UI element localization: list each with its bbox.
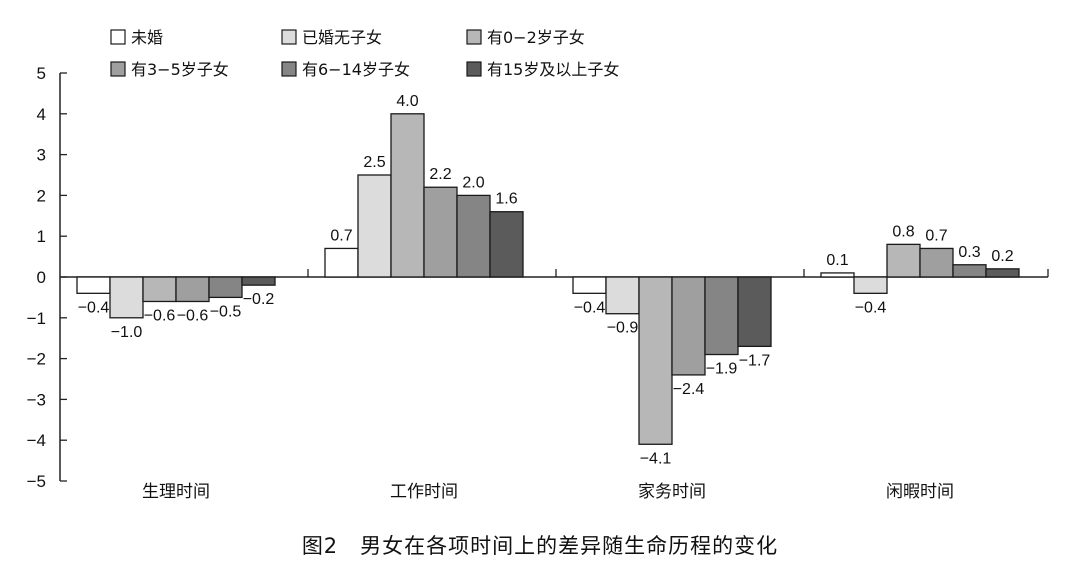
bar (737, 276, 772, 348)
data-label: 0.3 (958, 244, 980, 261)
legend-swatch (110, 61, 126, 77)
category-label: 闲暇时间 (886, 482, 954, 502)
data-label: −0.6 (177, 307, 209, 324)
bar (605, 276, 640, 315)
category-label: 工作时间 (390, 482, 458, 502)
bar (241, 276, 276, 286)
bar (390, 113, 425, 278)
data-label: −0.2 (243, 291, 275, 308)
y-tick-label: −2 (27, 350, 46, 369)
data-label: 4.0 (396, 93, 418, 110)
bar (423, 186, 458, 278)
y-tick-label: −5 (27, 472, 46, 491)
bar (208, 276, 243, 299)
data-label: −0.4 (855, 299, 887, 316)
bar (671, 276, 706, 376)
data-label: −1.0 (111, 324, 143, 341)
y-tick-label: −4 (27, 431, 46, 450)
y-tick-label: 4 (37, 105, 46, 124)
data-label: −0.9 (607, 320, 639, 337)
bar (175, 276, 210, 303)
bar (919, 247, 954, 278)
data-label: −2.4 (673, 381, 705, 398)
legend-swatch (466, 61, 482, 77)
figure-caption: 图2 男女在各项时间上的差异随生命历程的变化 (301, 534, 779, 558)
data-label: 0.7 (925, 227, 947, 244)
bar (76, 276, 111, 294)
data-label: −1.7 (739, 352, 771, 369)
y-tick-label: 1 (37, 227, 46, 246)
data-label: −0.4 (574, 299, 606, 316)
data-label: −0.4 (78, 299, 110, 316)
y-tick-label: 0 (37, 268, 46, 287)
y-tick-label: 5 (37, 64, 46, 83)
category-label: 家务时间 (638, 482, 706, 502)
data-label: −0.6 (144, 307, 176, 324)
legend-swatch (110, 29, 126, 45)
legend-label: 有6−14岁子女 (302, 60, 410, 79)
legend-swatch (281, 29, 297, 45)
bar (704, 276, 739, 356)
bar (142, 276, 177, 303)
legend-label: 已婚无子女 (302, 28, 382, 47)
legend-swatch (281, 61, 297, 77)
y-tick-label: 2 (37, 186, 46, 205)
bar (952, 264, 987, 278)
legend-label: 未婚 (131, 28, 163, 47)
category-label: 生理时间 (142, 482, 210, 502)
legend-swatch (466, 29, 482, 45)
y-tick-label: −3 (27, 390, 46, 409)
bar (357, 174, 392, 278)
data-label: −4.1 (640, 450, 672, 467)
data-labels: −0.4−1.0−0.6 −0.6 −0.5−0.20.72.54.02.2 2.01… (78, 93, 1014, 467)
bar (886, 243, 921, 278)
bar (820, 272, 855, 278)
legend-label: 有15岁及以上子女 (487, 60, 619, 79)
bar (985, 268, 1020, 278)
y-tick-label: −1 (27, 309, 46, 328)
axes: 5 4 3 2 1 0 −1 −2 −3 −4 −5 生理时间 工作时间 家务时间 闲暇时间 (27, 64, 1049, 502)
bar (638, 276, 673, 445)
data-label: 0.1 (826, 252, 848, 269)
data-label: −0.5 (210, 303, 242, 320)
data-label: −1.9 (706, 361, 738, 378)
bar (489, 211, 524, 278)
data-label: 0.7 (330, 227, 352, 244)
bars (76, 113, 1020, 445)
bar (109, 276, 144, 319)
bar (853, 276, 888, 294)
data-label: 2.5 (363, 154, 385, 171)
legend-label: 有0−2岁子女 (487, 28, 585, 47)
data-label: 2.2 (429, 166, 451, 183)
data-label: 0.8 (892, 223, 914, 240)
bar (456, 194, 491, 278)
bar (324, 247, 359, 278)
data-label: 1.6 (495, 191, 517, 208)
data-label: 2.0 (462, 174, 484, 191)
bar (572, 276, 607, 294)
legend-label: 有3−5岁子女 (131, 60, 229, 79)
data-label: 0.2 (991, 248, 1013, 265)
y-tick-label: 3 (37, 146, 46, 165)
